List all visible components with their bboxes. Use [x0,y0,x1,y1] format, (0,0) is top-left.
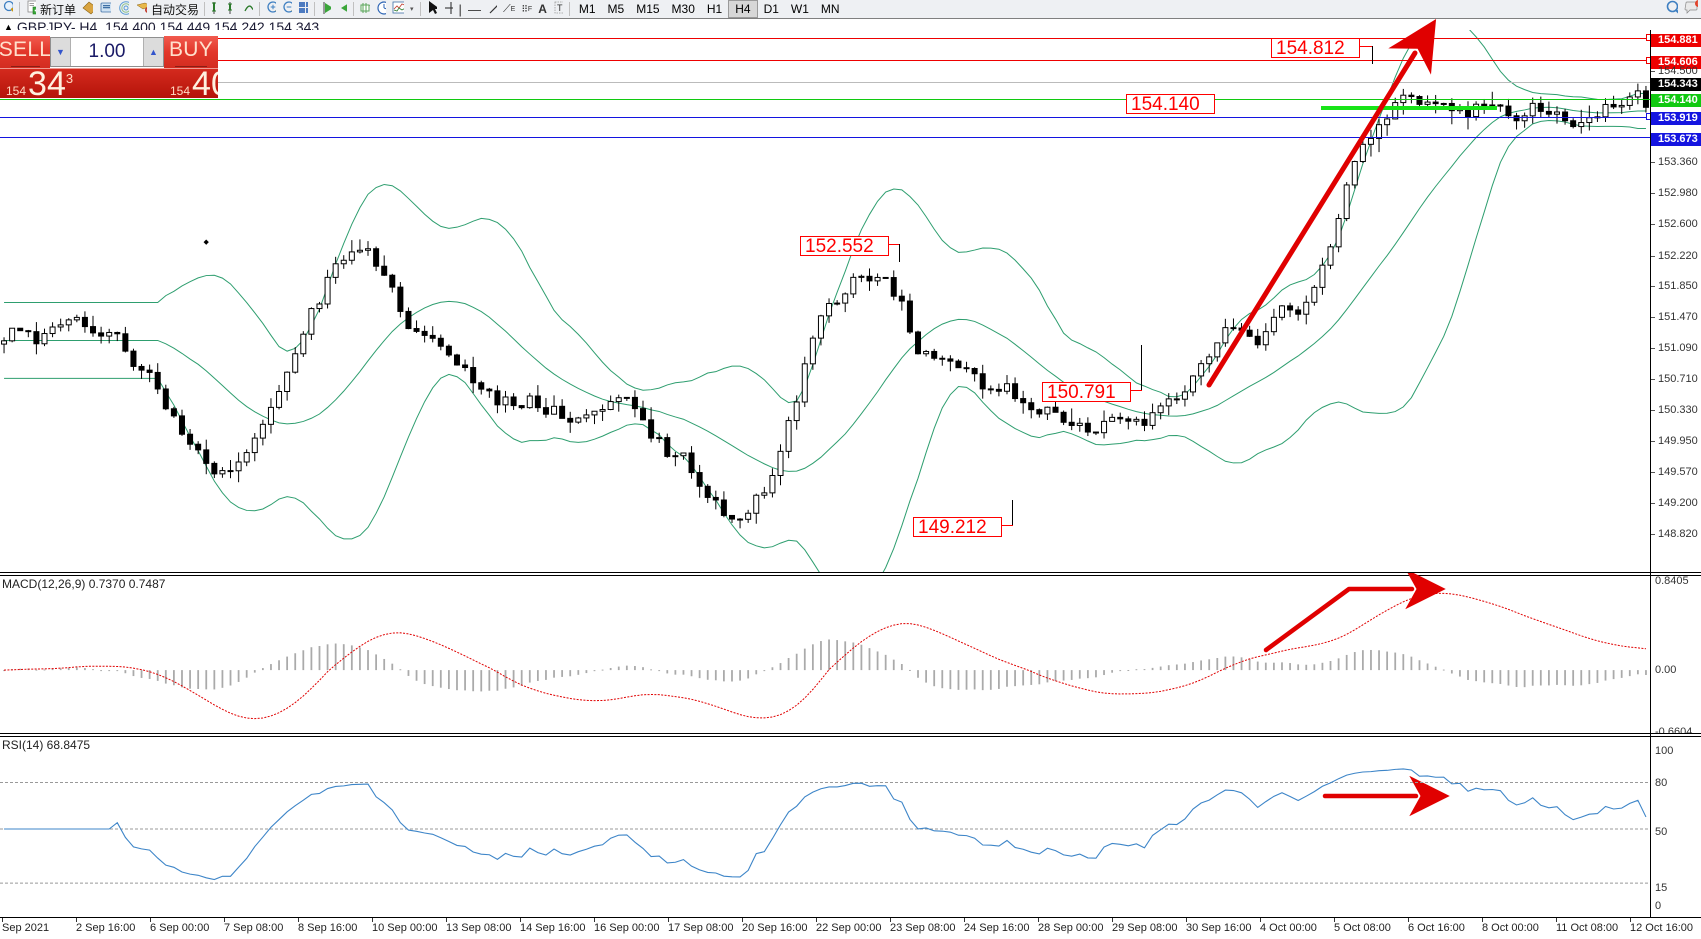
svg-text:T: T [557,3,563,13]
